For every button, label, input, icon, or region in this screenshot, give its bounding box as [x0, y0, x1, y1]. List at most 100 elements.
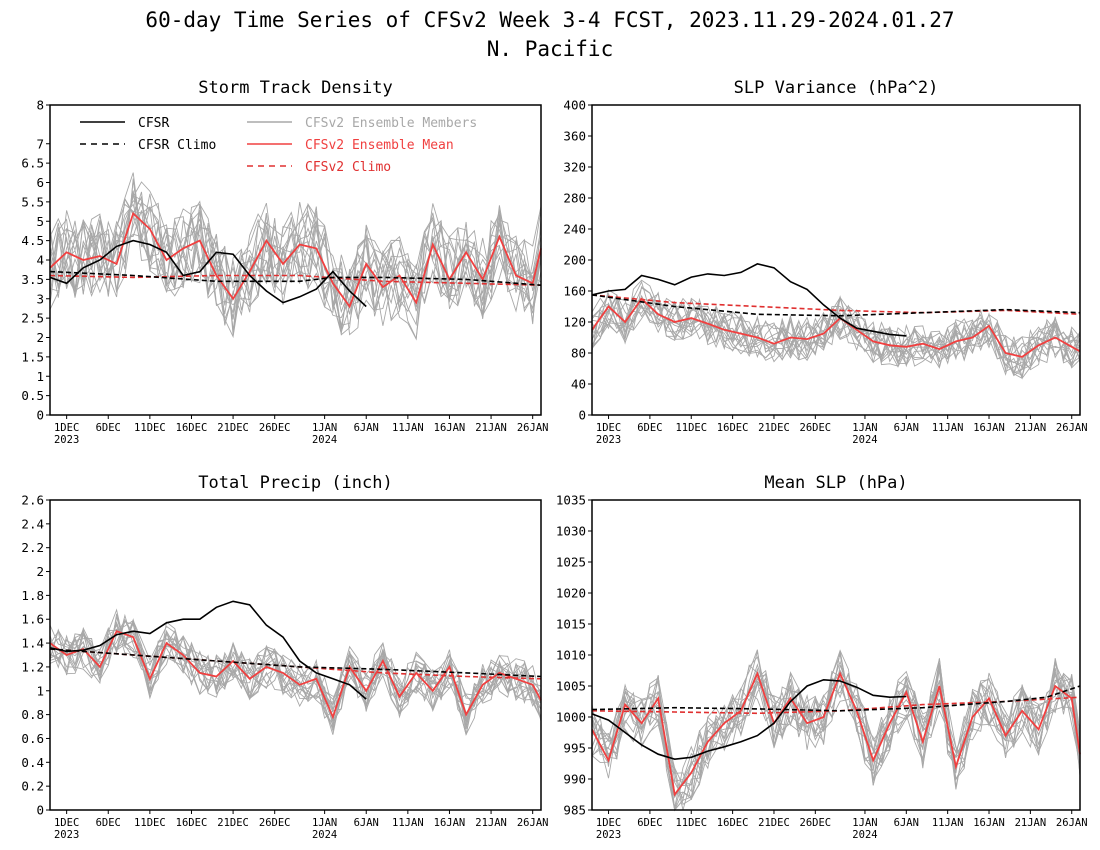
y-tick-label: 2: [36, 330, 44, 345]
ensemble-mean-line: [49, 630, 542, 720]
y-tick-label: 0: [36, 408, 44, 423]
y-tick-label: 1.6: [21, 612, 44, 627]
ensemble-members: [49, 172, 542, 341]
y-tick-label: 5.5: [21, 194, 44, 209]
member-line: [49, 191, 542, 341]
x-tick-label: 6DEC: [96, 817, 121, 829]
x-tick-label: 16DEC: [176, 422, 208, 434]
y-tick-label: 990: [563, 772, 586, 787]
y-tick-label: 1.8: [21, 588, 44, 603]
member-line: [591, 280, 1081, 376]
y-tick-label: 995: [563, 741, 586, 756]
x-year-label: 2024: [852, 829, 877, 841]
member-line: [49, 621, 542, 722]
x-tick-label: 11JAN: [392, 422, 424, 434]
y-tick-label: 0.2: [21, 779, 44, 794]
y-tick-label: 120: [563, 315, 586, 330]
y-tick-label: 6.5: [21, 156, 44, 171]
y-tick-label: 7: [36, 136, 44, 151]
x-tick-label: 16JAN: [973, 422, 1005, 434]
x-tick-label: 1JAN: [312, 817, 337, 829]
y-tick-label: 2.4: [21, 516, 44, 531]
member-line: [591, 291, 1081, 375]
panel-title: Storm Track Density: [198, 78, 392, 98]
legend-label-cfsr: CFSR: [138, 116, 169, 131]
panel-title: SLP Variance (hPa^2): [734, 78, 939, 98]
cfsr-line: [591, 678, 907, 761]
y-tick-label: 0.5: [21, 388, 44, 403]
y-tick-label: 80: [571, 346, 586, 361]
legend-label-cfsr-climo: CFSR Climo: [138, 138, 216, 153]
y-tick-label: 4.5: [21, 233, 44, 248]
cfsr-climo-line: [49, 270, 542, 286]
legend: CFSR CFSR Climo CFSv2 Ensemble Members C…: [80, 116, 477, 175]
panel-4: Mean SLP (hPa) 985 990 995 1000 1005 1010 1015 1…: [556, 473, 1088, 841]
x-tick-label: 1JAN: [852, 817, 877, 829]
y-tick-label: 1000: [556, 710, 586, 725]
x-year-label: 2023: [596, 829, 621, 841]
x-tick-label: 11DEC: [134, 817, 166, 829]
legend-label-mean: CFSv2 Ensemble Mean: [305, 138, 454, 153]
cfsv2-climo-line: [591, 294, 1081, 316]
member-line: [49, 626, 542, 735]
member-line: [49, 608, 542, 728]
x-tick-label: 1DEC: [596, 817, 621, 829]
cfsr-line: [49, 600, 367, 700]
y-tick-label: 3.5: [21, 272, 44, 287]
y-tick-label: 0.8: [21, 707, 44, 722]
member-line: [49, 618, 542, 726]
y-tick-label: 1025: [556, 555, 586, 570]
x-tick-label: 21DEC: [758, 817, 790, 829]
member-line: [49, 201, 542, 339]
figure-title-line2: N. Pacific: [487, 37, 613, 61]
cfsv2-climo-line: [49, 648, 542, 680]
member-line: [591, 649, 1081, 800]
y-tick-label: 2.6: [21, 493, 44, 508]
y-tick-label: 360: [563, 129, 586, 144]
x-tick-label: 26JAN: [1056, 422, 1088, 434]
y-tick-label: 1.4: [21, 636, 44, 651]
y-tick-label: 1.2: [21, 659, 44, 674]
y-tick-label: 1030: [556, 524, 586, 539]
y-tick-label: 1015: [556, 617, 586, 632]
y-tick-label: 2.5: [21, 311, 44, 326]
x-year-label: 2023: [54, 829, 79, 841]
y-tick-label: 985: [563, 803, 586, 818]
x-tick-label: 11DEC: [134, 422, 166, 434]
x-tick-label: 21DEC: [217, 817, 249, 829]
y-tick-label: 0: [578, 408, 586, 423]
ensemble-members: [591, 649, 1081, 812]
x-year-label: 2023: [54, 434, 79, 446]
x-tick-label: 21JAN: [475, 422, 507, 434]
y-tick-label: 40: [571, 377, 586, 392]
x-tick-label: 11JAN: [932, 817, 964, 829]
plot-frame: [49, 499, 542, 811]
x-year-label: 2024: [312, 829, 337, 841]
x-year-label: 2023: [596, 434, 621, 446]
y-tick-label: 1035: [556, 493, 586, 508]
cfsr-climo-line: [591, 685, 1081, 712]
x-tick-label: 6JAN: [894, 817, 919, 829]
y-tick-label: 0: [36, 803, 44, 818]
member-line: [591, 286, 1081, 373]
y-tick-label: 4: [36, 253, 44, 268]
x-tick-label: 26DEC: [800, 422, 832, 434]
x-tick-label: 21DEC: [217, 422, 249, 434]
x-tick-label: 6DEC: [96, 422, 121, 434]
y-tick-label: 200: [563, 253, 586, 268]
x-tick-label: 21JAN: [1015, 422, 1047, 434]
cfsr-line: [49, 239, 367, 308]
x-tick-label: 16DEC: [176, 817, 208, 829]
cfsr-climo-line: [591, 294, 1081, 317]
y-tick-label: 2: [36, 564, 44, 579]
panel-title: Total Precip (inch): [198, 473, 392, 493]
x-tick-label: 1DEC: [596, 422, 621, 434]
member-line: [591, 293, 1081, 380]
x-year-label: 2024: [852, 434, 877, 446]
y-tick-label: 2.2: [21, 540, 44, 555]
x-tick-label: 16DEC: [717, 422, 749, 434]
y-tick-label: 1: [36, 683, 44, 698]
y-tick-label: 400: [563, 98, 586, 113]
y-tick-label: 1020: [556, 586, 586, 601]
x-tick-label: 21JAN: [1015, 817, 1047, 829]
